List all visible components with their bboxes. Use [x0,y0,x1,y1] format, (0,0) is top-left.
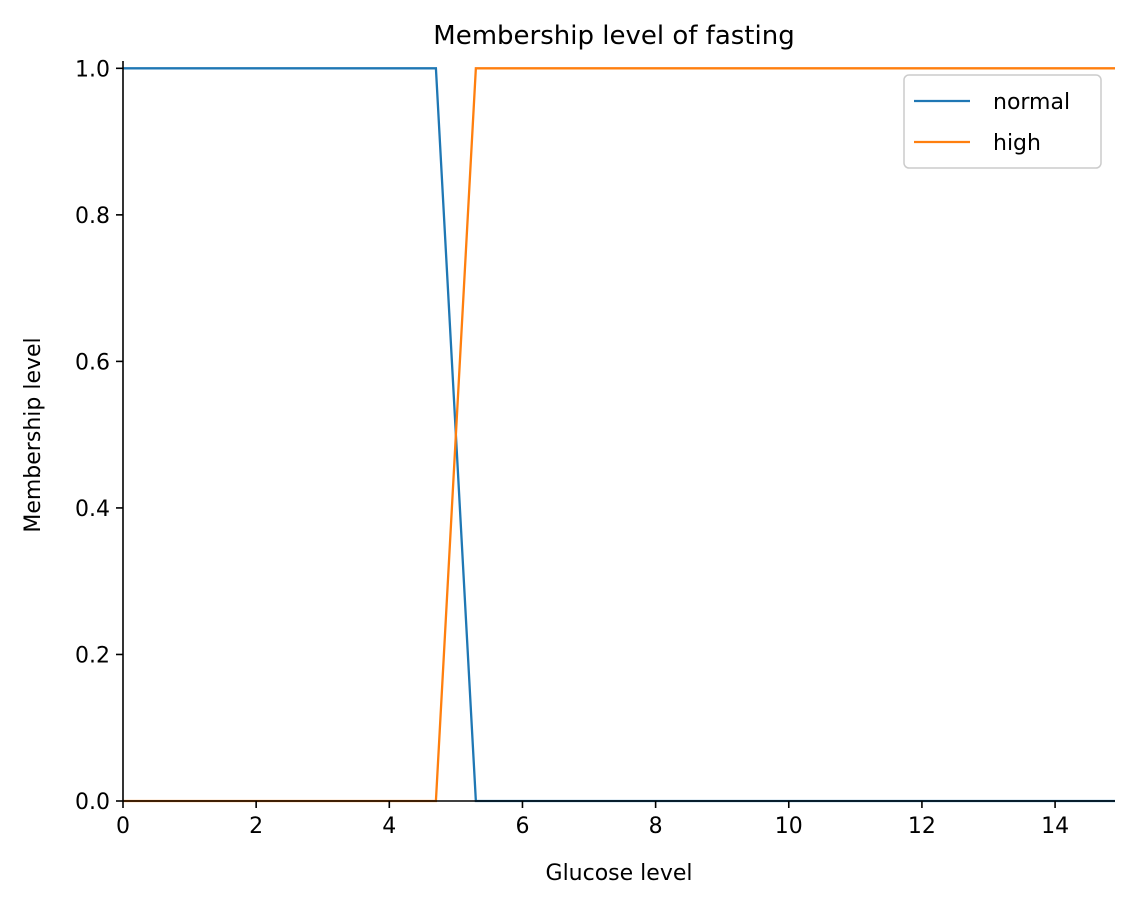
y-tick-label: 0.8 [75,204,110,229]
series-layer [123,67,1115,803]
x-tick-label: 12 [908,814,936,839]
series-line-high [123,67,1115,803]
x-axis-label: Glucose level [546,861,693,886]
x-tick-label: 8 [649,814,663,839]
y-tick-label: 0.2 [75,643,110,668]
legend: normal high [903,74,1102,169]
x-tick-label: 4 [382,814,396,839]
y-tick-label: 1.0 [75,57,110,82]
series-line-normal [123,67,1115,803]
x-tick-label: 2 [249,814,263,839]
x-tick-label: 14 [1041,814,1069,839]
y-tick-label: 0.6 [75,350,110,375]
legend-label-normal: normal [993,90,1070,115]
x-tick-label: 0 [116,814,130,839]
legend-box [903,74,1102,169]
axes-layer [122,61,1115,802]
x-tick-label: 6 [515,814,529,839]
y-tick-label: 0.4 [75,497,110,522]
ticks-layer: 0 2 4 6 8 10 12 14 0.0 0.2 0.4 0.6 0.8 1.0 [75,57,1069,839]
y-tick-label: 0.0 [75,790,110,815]
y-axis-label: Membership level [21,337,46,532]
x-tick-label: 10 [775,814,803,839]
legend-label-high: high [993,131,1041,156]
chart-title: Membership level of fasting [433,21,794,51]
